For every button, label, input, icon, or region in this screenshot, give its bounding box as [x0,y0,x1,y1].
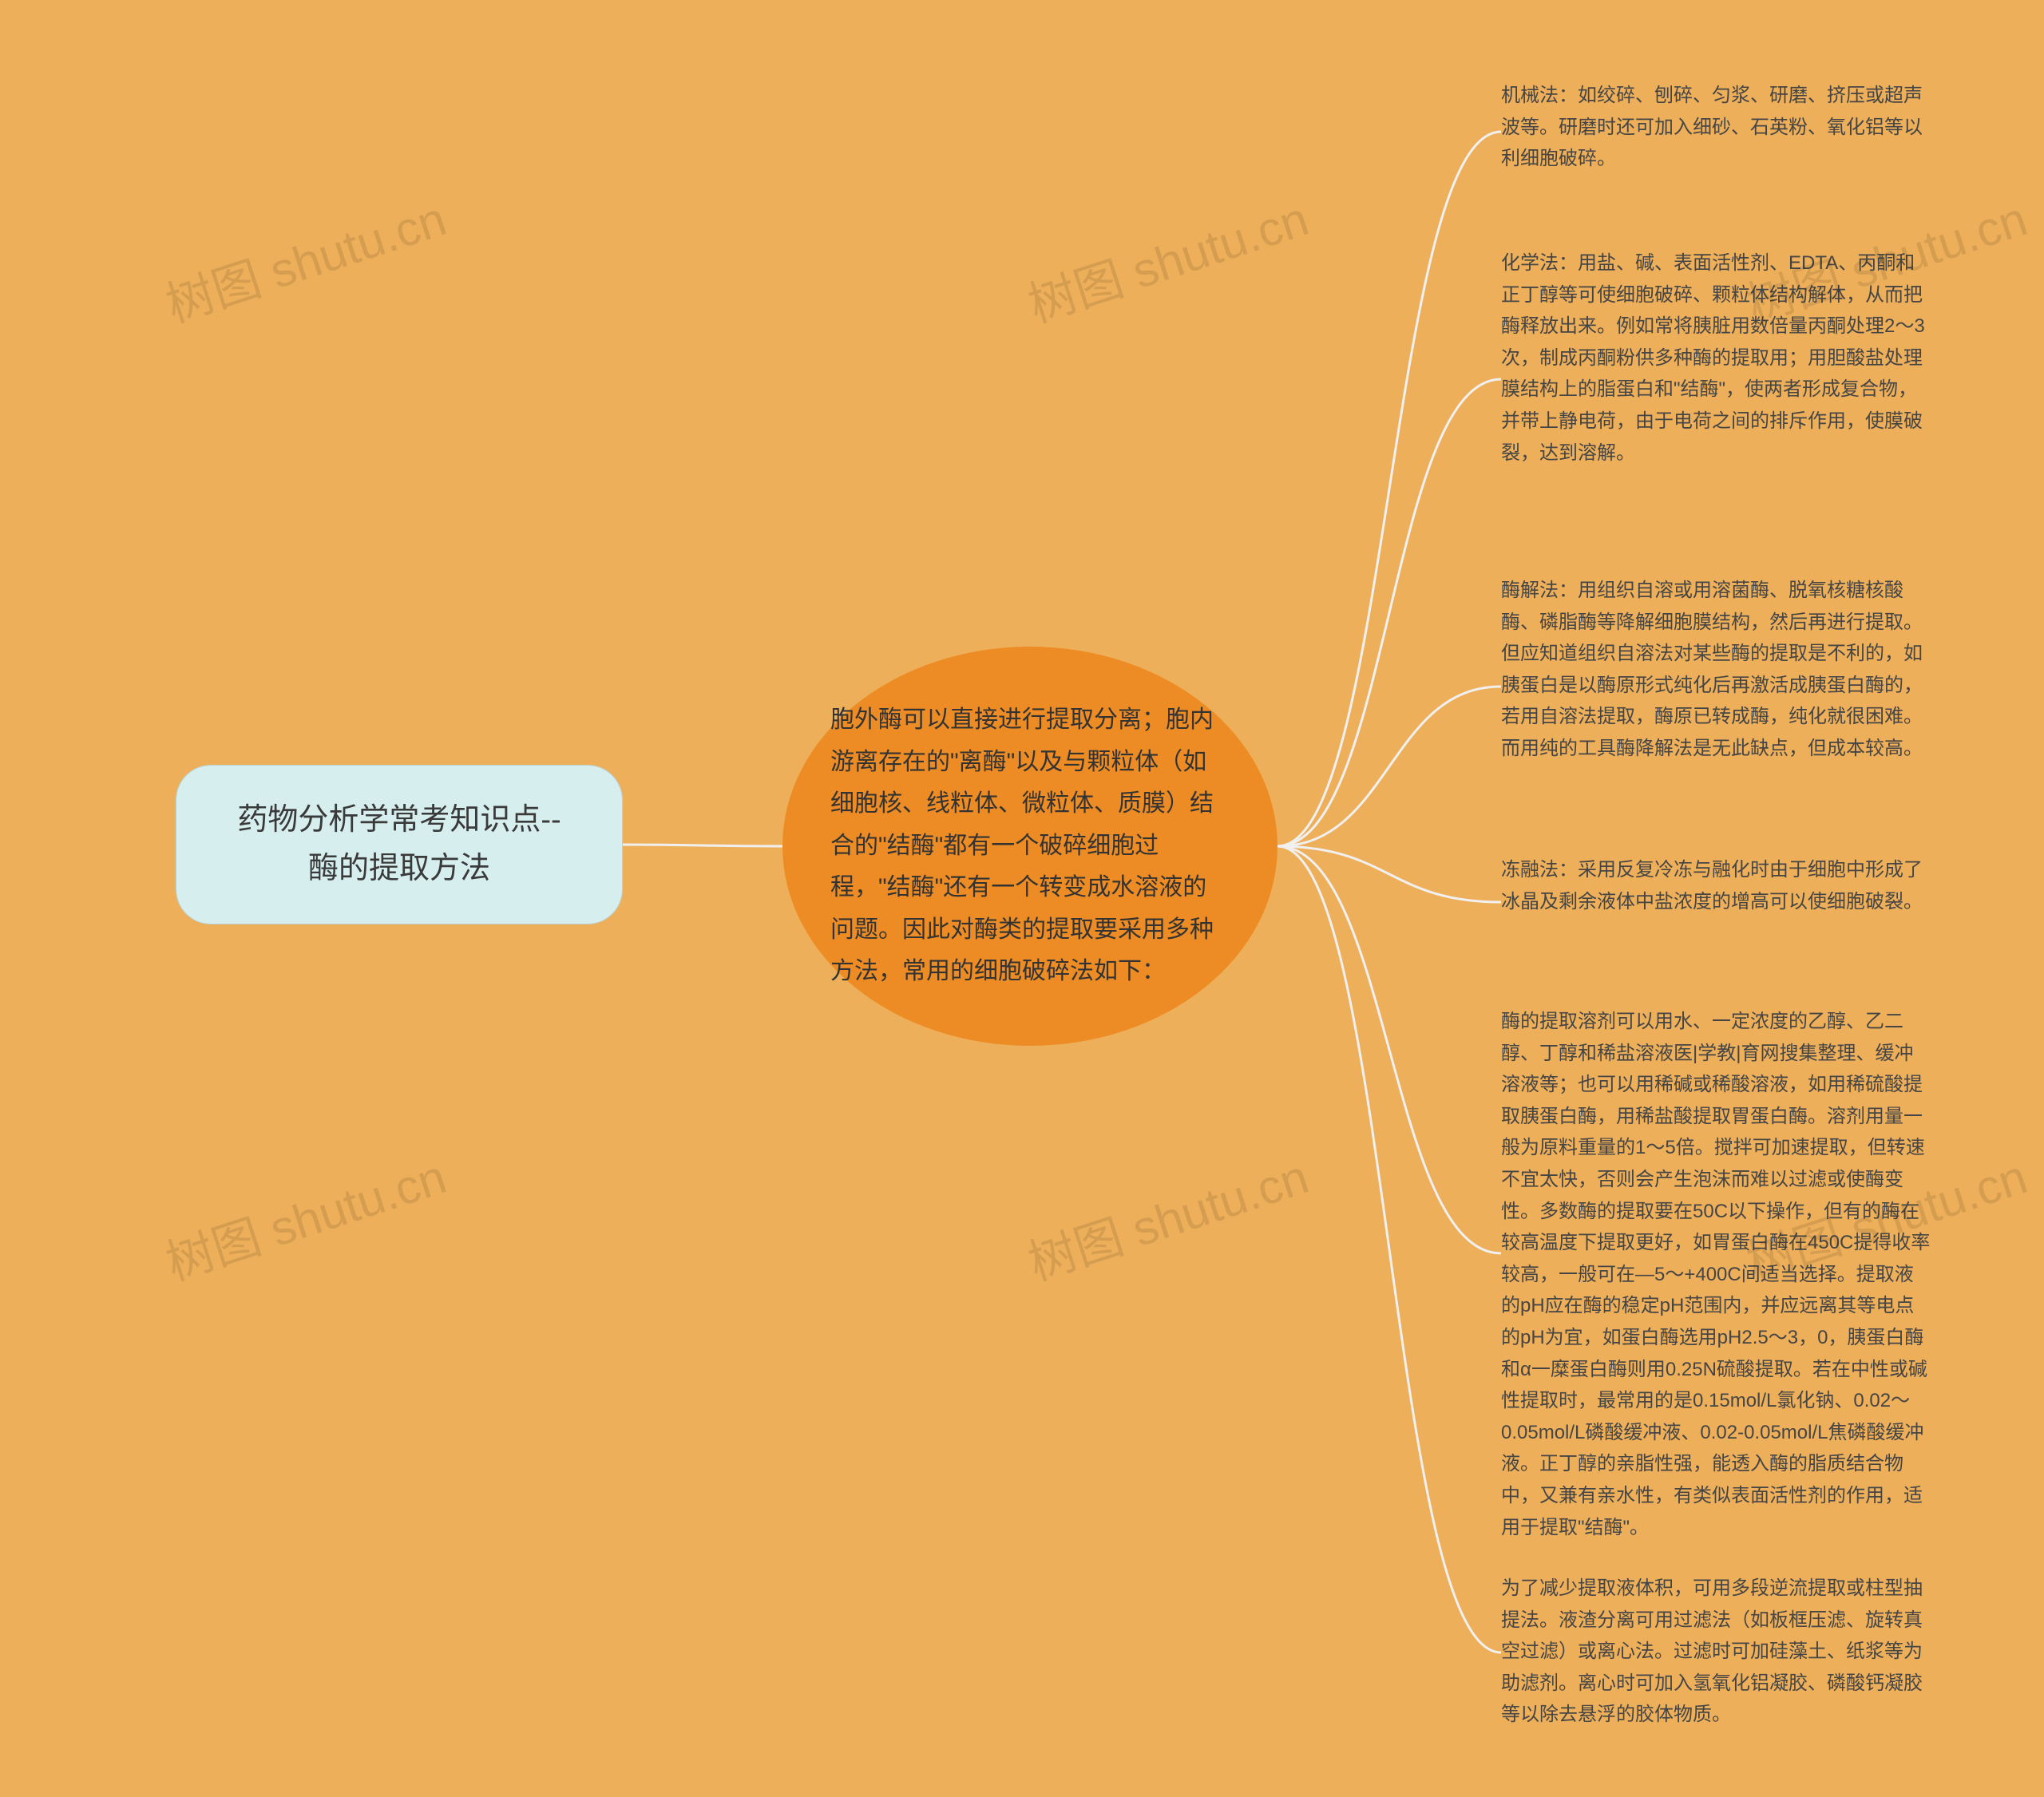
middle-node: 胞外酶可以直接进行提取分离；胞内游离存在的"离酶"以及与颗粒体（如细胞核、线粒体… [782,647,1278,1046]
leaf-node-text: 酶解法：用组织自溶或用溶菌酶、脱氧核糖核酸酶、磷脂酶等降解细胞膜结构，然后再进行… [1501,580,1923,759]
leaf-node-text: 机械法：如绞碎、刨碎、匀浆、研磨、挤压或超声波等。研磨时还可加入细砂、石英粉、氧… [1501,85,1923,169]
leaf-node-4: 酶的提取溶剂可以用水、一定浓度的乙醇、乙二醇、丁醇和稀盐溶液医|学教|育网搜集整… [1501,1006,1932,1543]
root-node-text: 药物分析学常考知识点--酶的提取方法 [237,796,561,893]
root-node: 药物分析学常考知识点--酶的提取方法 [176,765,623,924]
middle-node-text: 胞外酶可以直接进行提取分离；胞内游离存在的"离酶"以及与颗粒体（如细胞核、线粒体… [830,699,1230,993]
leaf-node-0: 机械法：如绞碎、刨碎、匀浆、研磨、挤压或超声波等。研磨时还可加入细砂、石英粉、氧… [1501,80,1932,175]
leaf-node-2: 酶解法：用组织自溶或用溶菌酶、脱氧核糖核酸酶、磷脂酶等降解细胞膜结构，然后再进行… [1501,575,1932,765]
leaf-node-1: 化学法：用盐、碱、表面活性剂、EDTA、丙酮和正丁醇等可使细胞破碎、颗粒体结构解… [1501,247,1932,469]
leaf-node-3: 冻融法：采用反复冷冻与融化时由于细胞中形成了冰晶及剩余液体中盐浓度的增高可以使细… [1501,854,1932,917]
leaf-node-text: 酶的提取溶剂可以用水、一定浓度的乙醇、乙二醇、丁醇和稀盐溶液医|学教|育网搜集整… [1501,1011,1930,1538]
leaf-node-text: 化学法：用盐、碱、表面活性剂、EDTA、丙酮和正丁醇等可使细胞破碎、颗粒体结构解… [1501,252,1925,464]
leaf-node-text: 冻融法：采用反复冷冻与融化时由于细胞中形成了冰晶及剩余液体中盐浓度的增高可以使细… [1501,859,1923,912]
leaf-node-text: 为了减少提取液体积，可用多段逆流提取或柱型抽提法。液渣分离可用过滤法（如板框压滤… [1501,1577,1923,1725]
leaf-node-5: 为了减少提取液体积，可用多段逆流提取或柱型抽提法。液渣分离可用过滤法（如板框压滤… [1501,1573,1932,1731]
